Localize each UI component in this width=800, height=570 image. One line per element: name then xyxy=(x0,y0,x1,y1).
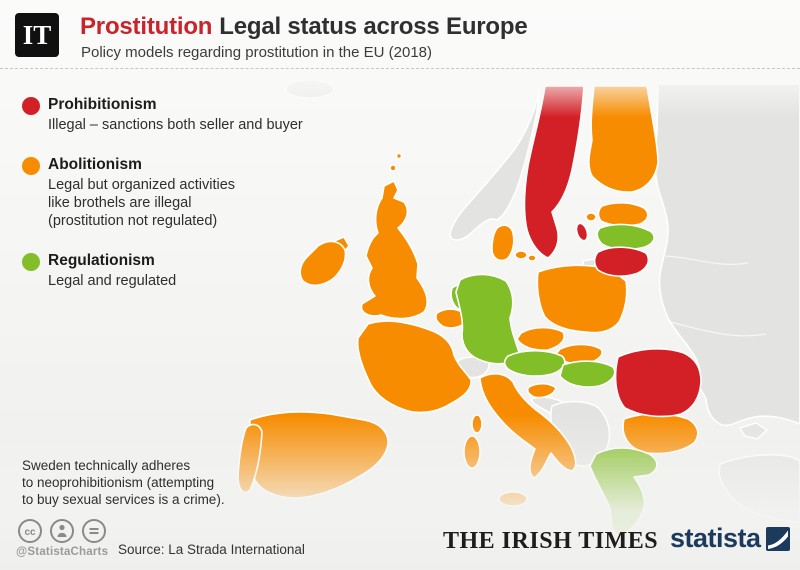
country-france xyxy=(356,320,472,414)
country-united-kingdom xyxy=(360,180,429,320)
border-ukraine xyxy=(669,321,767,337)
page-title: Prostitution Legal status across Europe xyxy=(80,13,528,41)
header-divider xyxy=(0,68,800,69)
prohibitionism-dot xyxy=(22,97,40,115)
page-subtitle: Policy models regarding prostitution in … xyxy=(81,44,433,61)
footnote-line: to buy sexual services is a crime). xyxy=(22,492,225,507)
country-austria xyxy=(503,349,566,377)
irish-times-wordmark: THE IRISH TIMES xyxy=(443,528,659,554)
statista-logo-icon xyxy=(765,527,790,551)
sicily-island xyxy=(498,491,528,507)
legend-label: Regulationism xyxy=(48,252,155,269)
country-romania xyxy=(614,348,702,418)
country-crimea xyxy=(739,422,768,440)
footnote-line: Sweden technically adheres xyxy=(22,458,191,473)
title-rest: Legal status across Europe xyxy=(219,13,528,40)
statista-wordmark: statista xyxy=(670,523,761,553)
country-norway xyxy=(449,85,541,241)
legend-description: like brothels are illegal xyxy=(48,195,192,211)
title-highlight: Prostitution xyxy=(80,13,213,40)
sweden-footnote: Sweden technically adheres to neoprohibi… xyxy=(22,457,225,508)
source-text: Source: La Strada International xyxy=(118,542,305,557)
country-slovenia xyxy=(526,382,557,399)
country-germany xyxy=(455,273,521,365)
footnote-line: to neoprohibitionism (attempting xyxy=(22,475,215,490)
country-sweden xyxy=(523,85,585,259)
legend-item-abolitionism: Abolitionism Legal but organized activit… xyxy=(22,156,303,230)
legend-description: Legal but organized activities xyxy=(48,177,236,193)
cc-attribution-icon xyxy=(50,519,74,543)
svg-text:cc: cc xyxy=(24,527,36,538)
country-spain xyxy=(248,411,389,499)
legend-item-prohibitionism: Prohibitionism Illegal – sanctions both … xyxy=(22,96,303,134)
country-turkey xyxy=(718,454,800,523)
legend-label: Abolitionism xyxy=(48,156,142,173)
country-denmark-islands2 xyxy=(527,254,537,262)
country-belgium xyxy=(435,308,469,329)
country-hungary xyxy=(559,360,616,388)
country-estonia-islands xyxy=(585,212,597,222)
statista-handle: @StatistaCharts xyxy=(16,546,109,558)
cc-nd-icon xyxy=(82,519,106,543)
legend-description: (prostitution not regulated) xyxy=(48,213,218,229)
country-finland xyxy=(588,85,659,193)
legend-description: Illegal – sanctions both seller and buye… xyxy=(48,117,303,133)
shetland-islands xyxy=(395,152,403,160)
country-ireland xyxy=(299,240,347,287)
footer: cc @StatistaCharts Source: La Strada Int… xyxy=(0,515,800,570)
creative-commons-icons: cc xyxy=(17,518,107,544)
gotland-island xyxy=(575,222,589,242)
legend-label: Prohibitionism xyxy=(48,96,157,113)
corsica-island xyxy=(471,414,483,434)
irish-times-logo: IT xyxy=(15,13,59,57)
cc-icon: cc xyxy=(18,519,42,543)
country-czech-republic xyxy=(516,326,565,351)
country-denmark-islands xyxy=(514,250,528,260)
country-latvia xyxy=(596,223,655,251)
abolitionism-dot xyxy=(22,157,40,175)
sardinia-island xyxy=(463,435,481,469)
legend-description: Legal and regulated xyxy=(48,273,177,289)
legend: Prohibitionism Illegal – sanctions both … xyxy=(22,96,303,312)
border-belarus xyxy=(665,255,749,265)
country-denmark xyxy=(491,224,515,262)
orkney-islands xyxy=(389,164,397,172)
country-estonia xyxy=(597,202,649,227)
country-lithuania xyxy=(593,246,650,277)
legend-item-regulationism: Regulationism Legal and regulated xyxy=(22,252,303,290)
country-bulgaria xyxy=(622,413,699,455)
header: IT Prostitution Legal status across Europ… xyxy=(0,0,800,68)
regulationism-dot xyxy=(22,253,40,271)
statista-logo: statista xyxy=(670,523,791,554)
